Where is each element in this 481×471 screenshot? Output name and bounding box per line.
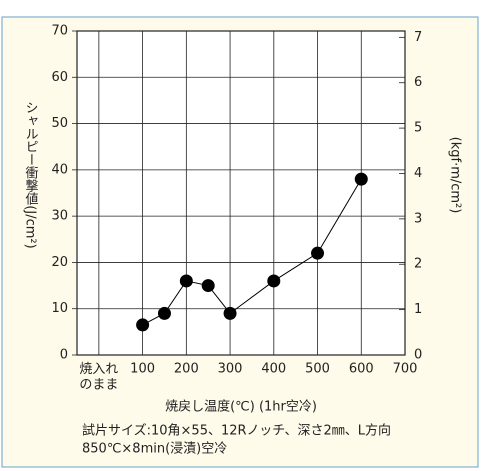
data-point — [201, 279, 215, 293]
y2-tick-label: 0 — [414, 348, 422, 363]
y-tick-label: 50 — [51, 116, 68, 131]
data-point — [157, 306, 171, 320]
x-tick-label: 焼入れのまま — [79, 362, 118, 393]
x-tick-label: 500 — [305, 362, 330, 377]
data-point — [223, 306, 237, 320]
y2-tick-label: 2 — [414, 257, 422, 272]
y2-tick-label: 6 — [414, 75, 422, 90]
y-tick-label: 30 — [51, 209, 68, 224]
y-tick-label: 0 — [60, 348, 68, 363]
data-point — [267, 274, 281, 288]
x-tick-label: 200 — [174, 362, 199, 377]
y-axis-label: シャルピー衝撃値(J/cm²) — [23, 101, 39, 248]
x-tick-label: 600 — [349, 362, 374, 377]
data-point — [354, 172, 368, 186]
x-tick-label: 400 — [261, 362, 286, 377]
y-tick-label: 60 — [51, 70, 68, 85]
data-point — [179, 274, 193, 288]
note: 850℃×8min(浸漬)空冷 — [82, 442, 227, 457]
y-tick-label: 10 — [51, 301, 68, 316]
x-tick-label: 700 — [393, 362, 418, 377]
plot-border — [76, 30, 406, 356]
y2-axis-label: (kgf·m/cm²) — [448, 137, 463, 214]
data-point — [136, 318, 150, 332]
note: 試片サイズ:10角×55、12Rノッチ、深さ2㎜、L方向 — [82, 423, 391, 439]
y-tick-label: 20 — [51, 255, 68, 270]
y2-tick-label: 5 — [414, 121, 422, 136]
data-point — [311, 246, 325, 260]
y2-tick-label: 7 — [414, 30, 422, 45]
x-axis-label: 焼戻し温度(℃) (1hr空冷) — [165, 399, 317, 415]
plot-area — [77, 31, 405, 355]
y-tick-label: 70 — [51, 24, 68, 39]
x-tick-label: 100 — [130, 362, 155, 377]
y-tick-label: 40 — [51, 162, 68, 177]
y2-tick-label: 3 — [414, 211, 422, 226]
series-line — [142, 178, 362, 326]
y2-tick-label: 1 — [414, 302, 422, 317]
x-tick-label: 300 — [218, 362, 243, 377]
y2-tick-label: 4 — [414, 166, 422, 181]
